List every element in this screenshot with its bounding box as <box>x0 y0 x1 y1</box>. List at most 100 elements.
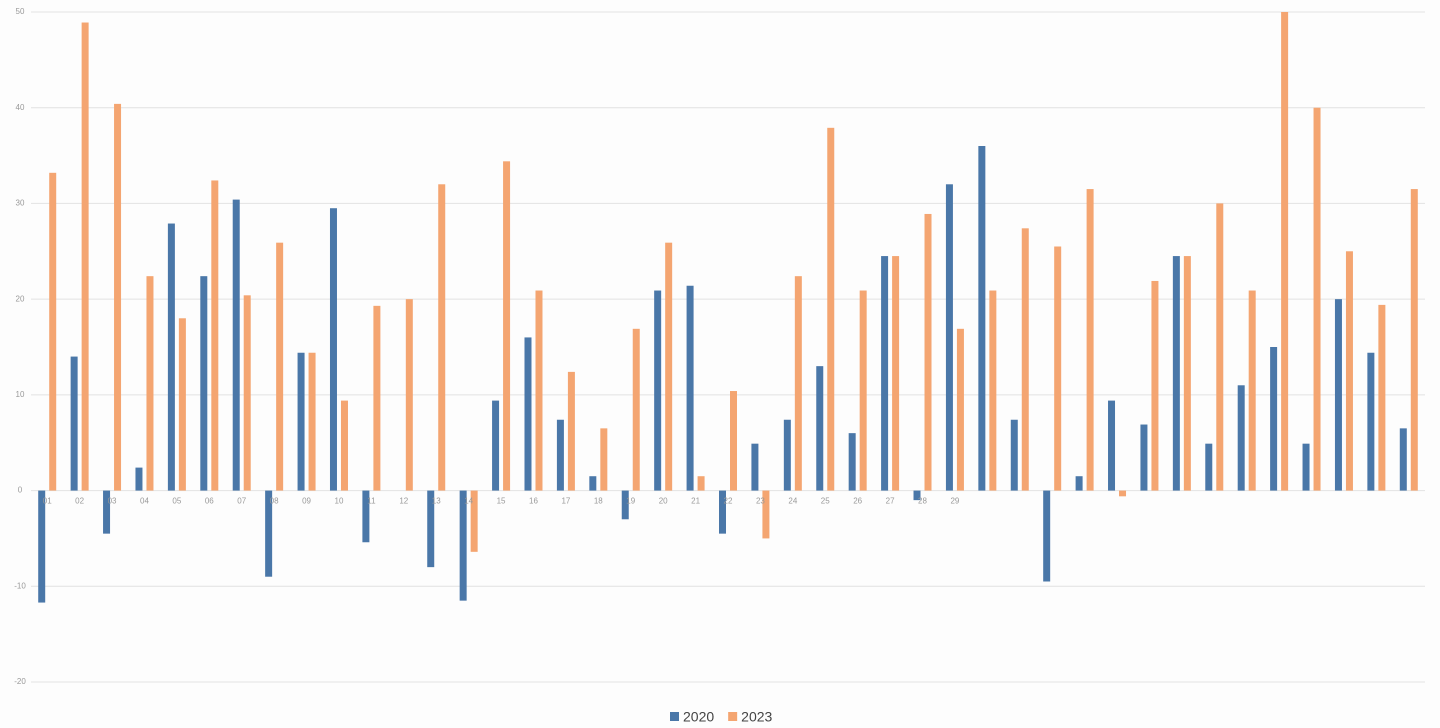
bar <box>438 184 446 491</box>
x-tick-label: 08 <box>270 497 279 506</box>
x-tick-label: 18 <box>594 497 603 506</box>
bar <box>38 490 46 603</box>
bar <box>827 127 835 491</box>
bar <box>1237 385 1245 491</box>
x-tick-label: 06 <box>205 497 214 506</box>
bar <box>730 391 737 491</box>
bar <box>1281 12 1289 491</box>
bar <box>632 328 640 491</box>
y-tick-label: 10 <box>16 390 25 399</box>
bar <box>524 337 532 491</box>
bar <box>719 490 726 534</box>
bar <box>114 103 122 491</box>
legend-label: 2020 <box>683 709 714 725</box>
x-tick-label: 26 <box>853 497 862 506</box>
legend-swatch <box>728 712 738 721</box>
x-tick-label: 02 <box>75 497 84 506</box>
bar <box>567 371 575 491</box>
x-tick-label: 14 <box>464 497 473 506</box>
bar <box>881 256 889 491</box>
x-tick-label: 27 <box>886 497 895 506</box>
x-tick-label: 15 <box>497 497 506 506</box>
bar <box>1410 189 1418 491</box>
bar <box>1248 290 1256 491</box>
bar <box>989 290 997 491</box>
x-tick-label: 24 <box>788 497 797 506</box>
bar <box>373 305 381 491</box>
bar <box>848 433 856 491</box>
bar <box>556 419 564 491</box>
bar <box>70 356 78 491</box>
bar <box>135 467 143 491</box>
bar <box>1216 203 1224 491</box>
bar <box>924 213 932 491</box>
x-tick-label: 23 <box>756 497 765 506</box>
bar <box>308 352 316 491</box>
bar <box>1151 280 1159 491</box>
x-tick-label: 21 <box>691 497 700 506</box>
y-tick-label: 0 <box>18 486 23 495</box>
bar <box>167 223 175 491</box>
bar <box>1075 476 1083 491</box>
x-tick-label: 28 <box>918 497 927 506</box>
bar <box>103 490 111 534</box>
x-tick-label: 13 <box>432 497 441 506</box>
bar <box>265 490 273 577</box>
bar <box>178 318 186 491</box>
bar <box>762 490 770 539</box>
bar <box>492 400 500 491</box>
y-tick-label: 50 <box>16 7 25 16</box>
bar <box>535 290 543 491</box>
bar <box>686 285 694 491</box>
bar <box>665 242 673 491</box>
bar <box>1378 304 1386 491</box>
bar <box>621 490 629 520</box>
bar <box>200 276 208 491</box>
bar <box>340 400 348 491</box>
bar <box>146 276 154 491</box>
bar <box>1367 352 1375 491</box>
x-tick-label: 05 <box>172 497 181 506</box>
bar <box>1172 256 1180 491</box>
bar <box>859 290 867 491</box>
bar <box>1043 490 1051 582</box>
y-tick-label: 30 <box>16 199 25 208</box>
bar <box>945 184 953 491</box>
x-tick-label: 16 <box>529 497 538 506</box>
bar <box>1021 228 1029 491</box>
bar <box>600 428 608 491</box>
y-tick-label: 40 <box>16 103 25 112</box>
bar <box>459 490 467 601</box>
y-tick-label: 20 <box>16 294 25 303</box>
bar <box>1086 189 1094 491</box>
bar <box>49 172 57 491</box>
y-tick-label: -10 <box>14 581 26 590</box>
bar <box>362 490 370 543</box>
x-tick-label: 20 <box>659 497 668 506</box>
x-tick-label: 17 <box>561 497 570 506</box>
legend-label: 2023 <box>741 709 772 725</box>
bar <box>1313 107 1321 491</box>
bar <box>654 290 662 491</box>
y-tick-label: -20 <box>14 677 26 686</box>
bar <box>1119 490 1127 497</box>
bar <box>232 199 240 491</box>
x-tick-label: 11 <box>367 497 376 506</box>
x-tick-label: 10 <box>335 497 344 506</box>
bar <box>956 328 964 491</box>
x-tick-label: 04 <box>140 497 149 506</box>
bar <box>892 256 900 491</box>
x-tick-label: 25 <box>821 497 830 506</box>
x-tick-label: 03 <box>108 497 117 506</box>
bar <box>1183 256 1191 491</box>
bar <box>1334 299 1342 491</box>
x-tick-label: 19 <box>626 497 635 506</box>
bar <box>405 299 413 491</box>
bar <box>503 161 511 491</box>
bar <box>1010 419 1018 491</box>
bar <box>243 295 251 491</box>
bar <box>794 276 802 491</box>
bar <box>276 242 284 491</box>
bar <box>978 146 986 491</box>
